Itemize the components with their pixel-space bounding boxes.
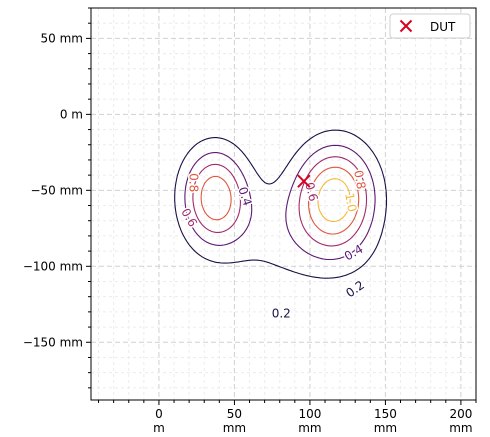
plot-frame <box>90 7 477 401</box>
legend: DUT <box>389 13 471 39</box>
grid <box>91 7 477 400</box>
contour-label: 0.8 <box>351 169 368 190</box>
dut-marker <box>297 174 311 188</box>
y-tick-label: 50 mm <box>41 31 83 45</box>
x-tick-label-line: 200 <box>449 407 472 421</box>
contour-label: 0.4 <box>235 185 254 207</box>
contour-level-1 <box>317 178 351 223</box>
x-tick-label-line: 150 <box>374 407 397 421</box>
y-tick-label: −150 mm <box>23 335 83 349</box>
legend-marker-icon <box>399 19 413 33</box>
x-tick-label-line: mm <box>374 421 397 435</box>
y-tick-label: −50 mm <box>30 183 83 197</box>
x-tick-label-line: mm <box>223 421 246 435</box>
x-tick-label: 100 mm <box>298 407 321 435</box>
x-tick-label-line: mm <box>298 421 321 435</box>
contour-level-0-8 <box>200 166 360 235</box>
x-tick-label-line: mm <box>449 421 472 435</box>
x-tick-label-line: 0 <box>155 407 163 421</box>
markers <box>297 174 311 188</box>
contour-label: 1.0 <box>342 192 359 213</box>
x-tick-label-line: 100 <box>298 407 321 421</box>
contour-level-0-4 <box>184 144 376 261</box>
contour-label: 0.6 <box>178 206 200 230</box>
contour-label: 0.2 <box>272 306 291 320</box>
x-tick-label-line: m <box>153 421 165 435</box>
contour-label: 0.8 <box>187 173 201 192</box>
contour-level-0-6 <box>192 156 368 247</box>
contour-label: 0.6 <box>302 181 320 203</box>
contour-label: 0.4 <box>342 242 366 264</box>
x-tick-label: 200 mm <box>449 407 472 435</box>
contour-lines <box>174 129 388 279</box>
x-tick-label: 50 mm <box>223 407 246 435</box>
legend-box <box>389 13 471 39</box>
x-tick-label: 150 mm <box>374 407 397 435</box>
x-tick-label-line: 50 <box>227 407 242 421</box>
legend-label: DUT <box>430 20 456 34</box>
contour-level-0-2 <box>174 129 388 279</box>
y-tick-label: −100 mm <box>23 259 83 273</box>
y-tick-label: 0 m <box>60 107 83 121</box>
